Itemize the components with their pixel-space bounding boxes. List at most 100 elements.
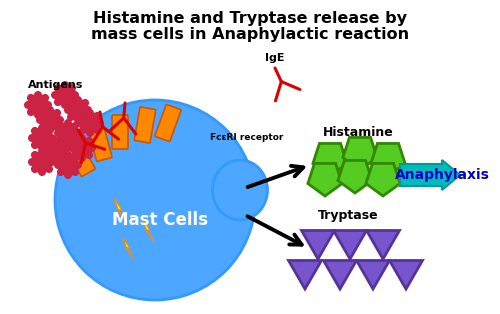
Circle shape xyxy=(38,148,46,156)
Circle shape xyxy=(24,101,32,109)
Circle shape xyxy=(86,129,94,137)
Circle shape xyxy=(54,129,62,137)
Circle shape xyxy=(64,139,72,147)
Circle shape xyxy=(71,168,79,176)
Circle shape xyxy=(84,106,92,114)
FancyArrow shape xyxy=(400,160,460,190)
Circle shape xyxy=(61,146,69,154)
Polygon shape xyxy=(308,164,342,196)
Circle shape xyxy=(44,153,52,161)
Text: Antigens: Antigens xyxy=(28,80,84,90)
Circle shape xyxy=(96,119,104,127)
Circle shape xyxy=(46,126,54,134)
FancyBboxPatch shape xyxy=(65,140,95,176)
Circle shape xyxy=(31,165,39,173)
Circle shape xyxy=(71,154,79,162)
Circle shape xyxy=(51,136,59,144)
Circle shape xyxy=(85,151,93,159)
Circle shape xyxy=(46,106,54,114)
Circle shape xyxy=(93,112,101,120)
Polygon shape xyxy=(334,230,366,259)
Circle shape xyxy=(56,116,64,124)
Circle shape xyxy=(34,111,42,119)
Circle shape xyxy=(64,171,72,179)
Circle shape xyxy=(81,99,89,107)
Polygon shape xyxy=(114,198,126,222)
Circle shape xyxy=(51,91,59,99)
Polygon shape xyxy=(366,230,400,259)
Circle shape xyxy=(68,100,88,120)
Circle shape xyxy=(54,161,62,169)
FancyBboxPatch shape xyxy=(112,115,128,149)
Polygon shape xyxy=(302,230,334,259)
Polygon shape xyxy=(371,143,405,176)
Circle shape xyxy=(45,151,53,159)
Circle shape xyxy=(78,134,86,142)
Circle shape xyxy=(53,123,61,131)
Circle shape xyxy=(57,136,65,144)
Circle shape xyxy=(74,116,82,124)
Circle shape xyxy=(76,119,84,127)
Circle shape xyxy=(41,146,49,154)
Polygon shape xyxy=(366,164,400,196)
Circle shape xyxy=(44,101,52,109)
Polygon shape xyxy=(338,160,372,193)
Polygon shape xyxy=(142,218,154,242)
Text: IgE: IgE xyxy=(265,53,285,63)
Circle shape xyxy=(51,156,59,164)
Circle shape xyxy=(78,154,86,162)
Circle shape xyxy=(61,81,69,89)
Circle shape xyxy=(27,94,35,102)
Circle shape xyxy=(79,126,87,134)
Circle shape xyxy=(71,136,79,144)
Circle shape xyxy=(64,119,72,127)
Circle shape xyxy=(74,96,82,104)
Circle shape xyxy=(74,129,82,137)
Circle shape xyxy=(85,137,93,145)
Polygon shape xyxy=(390,261,422,289)
Circle shape xyxy=(57,154,65,162)
Circle shape xyxy=(72,138,92,158)
Circle shape xyxy=(71,137,79,145)
Circle shape xyxy=(53,109,61,117)
Circle shape xyxy=(57,122,65,130)
Circle shape xyxy=(45,127,53,135)
Circle shape xyxy=(54,84,62,92)
Circle shape xyxy=(67,99,75,107)
Circle shape xyxy=(32,128,52,148)
Circle shape xyxy=(80,113,100,133)
Circle shape xyxy=(58,139,66,147)
Circle shape xyxy=(31,141,39,149)
Circle shape xyxy=(48,158,56,166)
Text: Mast Cells: Mast Cells xyxy=(112,211,208,229)
Circle shape xyxy=(71,122,79,130)
Circle shape xyxy=(45,141,53,149)
Text: Tryptase: Tryptase xyxy=(318,208,378,221)
Circle shape xyxy=(86,109,94,117)
Circle shape xyxy=(61,101,69,109)
Circle shape xyxy=(45,140,65,160)
Circle shape xyxy=(68,98,76,106)
Circle shape xyxy=(39,109,47,117)
FancyBboxPatch shape xyxy=(155,105,181,142)
Polygon shape xyxy=(288,261,322,289)
Polygon shape xyxy=(324,261,356,289)
Circle shape xyxy=(28,95,48,115)
Circle shape xyxy=(88,144,96,152)
Polygon shape xyxy=(313,143,347,176)
Circle shape xyxy=(58,123,78,143)
Circle shape xyxy=(58,155,78,175)
Text: Histamine: Histamine xyxy=(322,126,394,138)
Circle shape xyxy=(55,85,75,105)
Circle shape xyxy=(28,134,36,142)
Text: FcεRI receptor: FcεRI receptor xyxy=(210,133,284,143)
Circle shape xyxy=(74,161,82,169)
Polygon shape xyxy=(122,237,134,259)
Circle shape xyxy=(79,112,87,120)
Circle shape xyxy=(38,124,46,132)
Circle shape xyxy=(48,134,56,142)
Text: Histamine and Tryptase release by: Histamine and Tryptase release by xyxy=(93,10,407,25)
Polygon shape xyxy=(343,138,377,170)
Circle shape xyxy=(41,94,49,102)
Circle shape xyxy=(31,127,39,135)
